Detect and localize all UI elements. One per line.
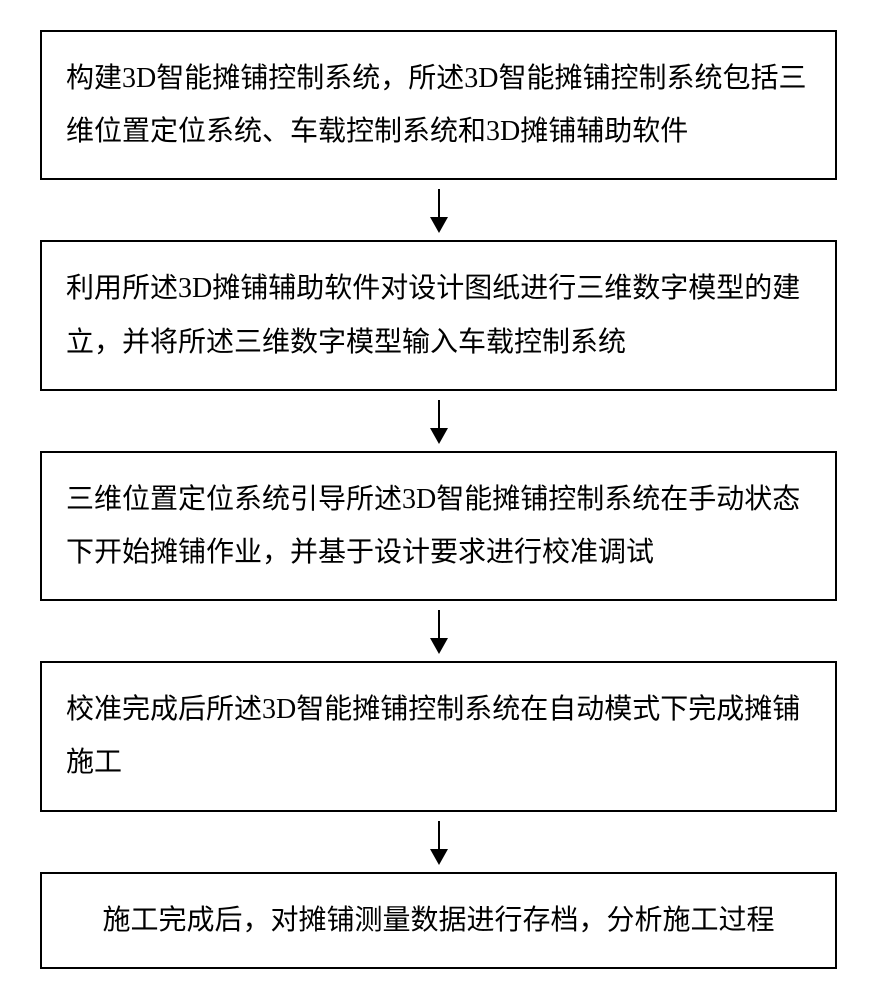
arrow-1 (438, 180, 440, 240)
arrow-4-line (438, 821, 440, 863)
arrow-4 (438, 812, 440, 872)
flow-step-2: 利用所述3D摊铺辅助软件对设计图纸进行三维数字模型的建立，并将所述三维数字模型输… (40, 240, 837, 390)
flow-step-3-text: 三维位置定位系统引导所述3D智能摊铺控制系统在手动状态下开始摊铺作业，并基于设计… (66, 484, 800, 568)
flow-step-4-text: 校准完成后所述3D智能摊铺控制系统在自动模式下完成摊铺施工 (66, 694, 800, 778)
arrow-3-line (438, 610, 440, 652)
arrow-2-line (438, 400, 440, 442)
flow-step-2-text: 利用所述3D摊铺辅助软件对设计图纸进行三维数字模型的建立，并将所述三维数字模型输… (66, 273, 800, 357)
flow-step-5-text: 施工完成后，对摊铺测量数据进行存档，分析施工过程 (102, 905, 774, 936)
flow-step-3: 三维位置定位系统引导所述3D智能摊铺控制系统在手动状态下开始摊铺作业，并基于设计… (40, 451, 837, 601)
flow-step-1-text: 构建3D智能摊铺控制系统，所述3D智能摊铺控制系统包括三维位置定位系统、车载控制… (66, 63, 806, 147)
flow-step-1: 构建3D智能摊铺控制系统，所述3D智能摊铺控制系统包括三维位置定位系统、车载控制… (40, 30, 837, 180)
flow-step-5: 施工完成后，对摊铺测量数据进行存档，分析施工过程 (40, 872, 837, 969)
arrow-1-line (438, 189, 440, 231)
arrow-2 (438, 391, 440, 451)
flow-step-4: 校准完成后所述3D智能摊铺控制系统在自动模式下完成摊铺施工 (40, 661, 837, 811)
arrow-3 (438, 601, 440, 661)
